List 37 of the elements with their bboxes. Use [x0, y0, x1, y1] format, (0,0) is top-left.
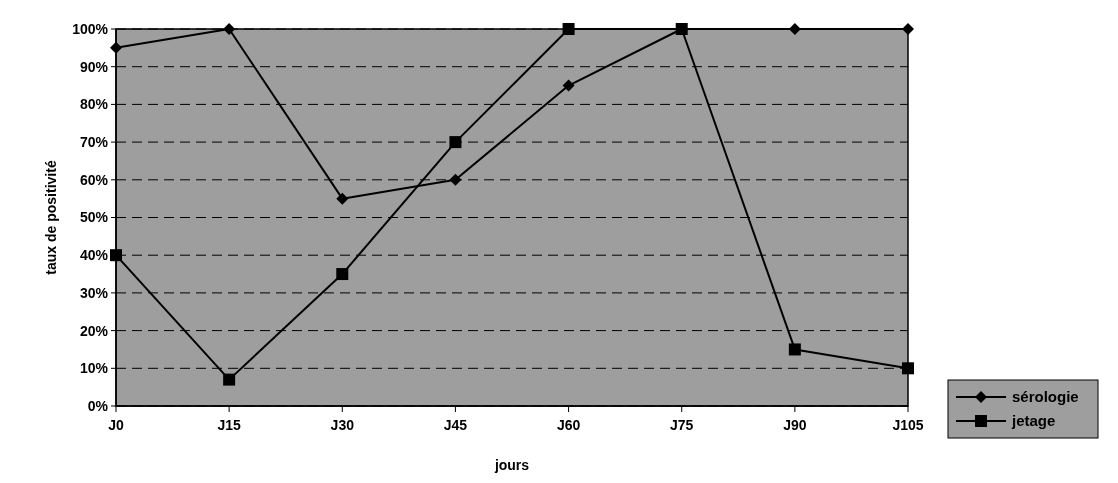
legend-label: sérologie [1012, 388, 1079, 406]
y-tick-label: 10% [79, 360, 109, 377]
y-axis-title: taux de positivité [43, 160, 59, 275]
y-tick-label: 80% [79, 96, 109, 113]
x-tick-label: J45 [443, 417, 468, 433]
point [336, 268, 349, 281]
x-tick-label: J105 [892, 417, 924, 433]
y-tick-label: 50% [79, 209, 109, 226]
x-tick-label: J0 [108, 417, 124, 433]
y-tick-label: 20% [79, 322, 109, 339]
x-axis-title: jours [493, 457, 530, 473]
x-tick-label: J15 [217, 417, 242, 433]
legend-label: jetage [1011, 412, 1056, 430]
y-tick-label: 0% [87, 397, 109, 414]
point [675, 23, 688, 35]
point [902, 23, 914, 35]
point [562, 79, 575, 92]
point [449, 136, 462, 149]
x-tick-label: J75 [670, 417, 694, 433]
x-tick-label: J90 [783, 417, 807, 433]
point [223, 23, 236, 35]
point [902, 362, 914, 375]
point [110, 249, 122, 262]
y-tick-label: 100% [72, 20, 109, 37]
y-tick-label: 40% [79, 247, 109, 264]
x-tick-label: J30 [330, 417, 355, 433]
point [449, 173, 462, 186]
y-tick-label: 90% [79, 58, 109, 75]
point [562, 23, 575, 35]
y-tick-label: 60% [79, 171, 109, 188]
y-tick-label: 30% [79, 284, 109, 301]
point [110, 41, 122, 54]
point [788, 343, 801, 356]
y-tick-label: 70% [79, 134, 109, 150]
point [223, 373, 236, 386]
x-tick-label: J60 [556, 417, 581, 433]
point [336, 192, 349, 205]
